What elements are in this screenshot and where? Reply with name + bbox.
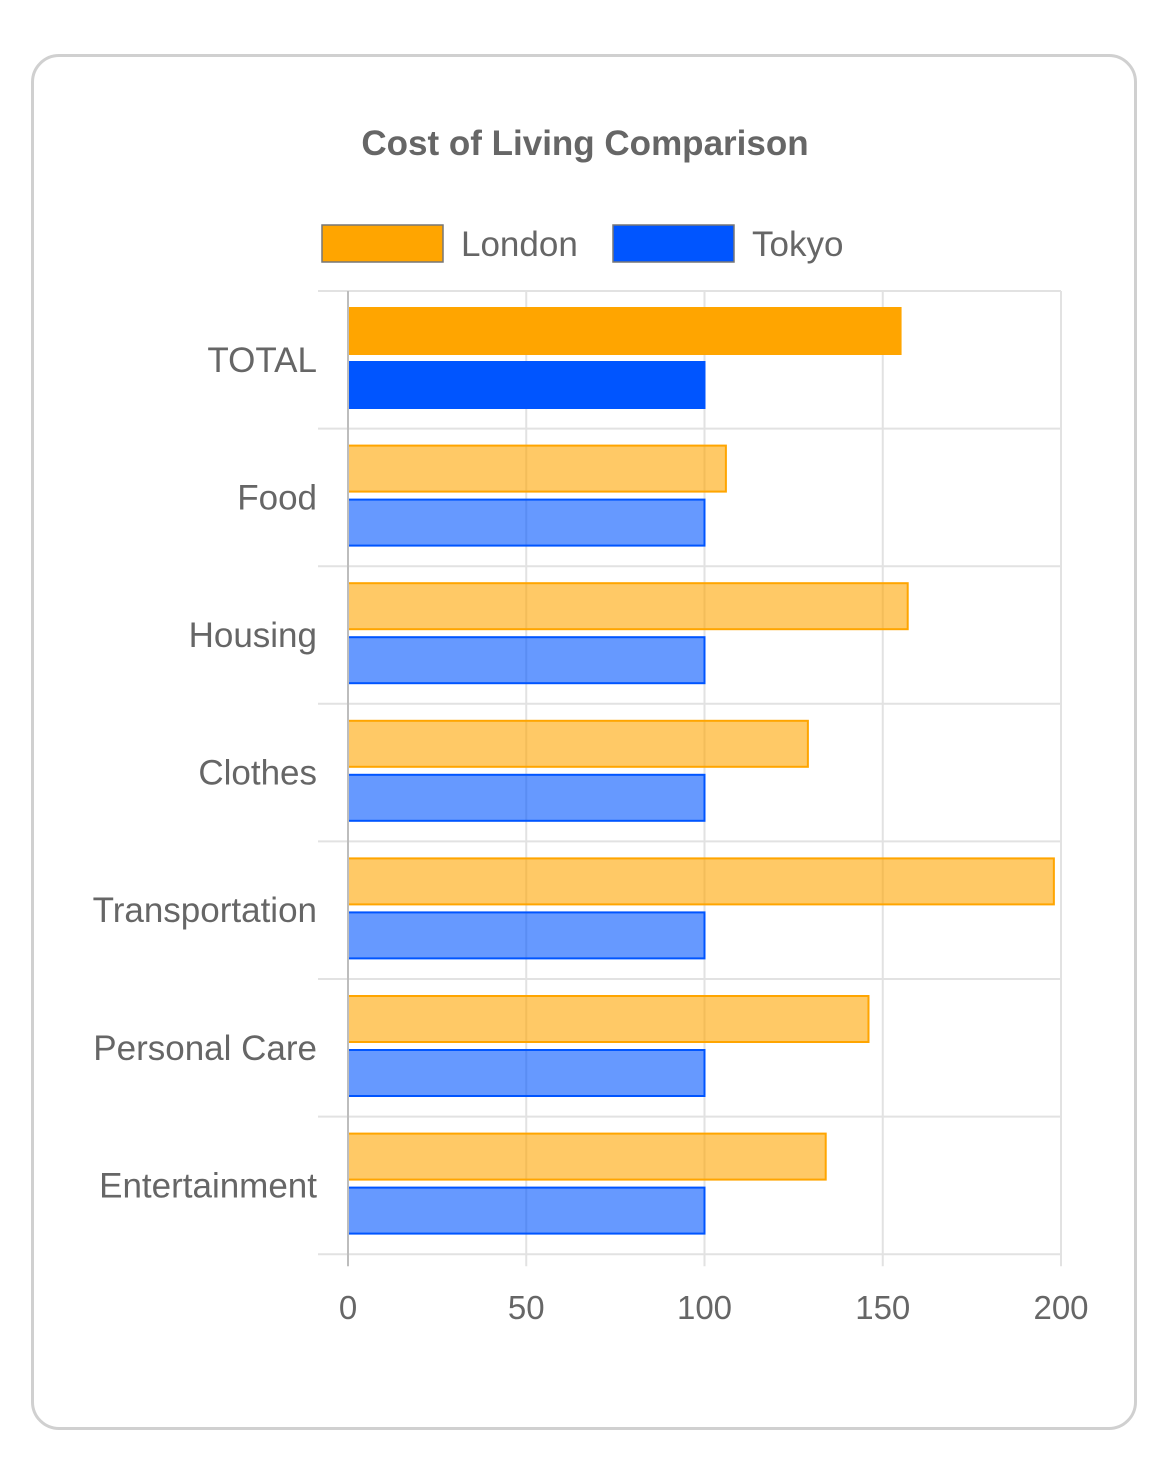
category-label: Housing bbox=[189, 616, 317, 655]
x-tick-label: 50 bbox=[508, 1289, 545, 1326]
x-tick-label: 100 bbox=[677, 1289, 732, 1326]
category-label: Clothes bbox=[198, 754, 317, 793]
legend-label-london: London bbox=[461, 225, 578, 264]
bar-tokyo bbox=[347, 1049, 706, 1097]
bar-tokyo bbox=[347, 636, 706, 685]
bar-tokyo bbox=[347, 361, 706, 409]
bar-tokyo bbox=[347, 1186, 706, 1235]
chart-title: Cost of Living Comparison bbox=[361, 124, 808, 163]
bar-tokyo bbox=[347, 498, 706, 547]
bar-london bbox=[347, 307, 902, 355]
bar-tokyo bbox=[347, 911, 706, 960]
legend-label-tokyo: Tokyo bbox=[752, 225, 843, 264]
bar-london bbox=[347, 857, 1055, 906]
bar-london bbox=[347, 719, 809, 768]
x-tick-label: 0 bbox=[339, 1289, 357, 1326]
legend-swatch-tokyo bbox=[612, 224, 735, 263]
legend: London Tokyo bbox=[321, 224, 843, 264]
category-label: Personal Care bbox=[93, 1029, 317, 1068]
category-label: Transportation bbox=[93, 891, 317, 930]
bar-london bbox=[347, 444, 727, 493]
x-tick-label: 150 bbox=[855, 1289, 910, 1326]
x-tick-label: 200 bbox=[1033, 1289, 1088, 1326]
axes: 0 50 100 150 200 TOTAL Food Housing Clothes Trans… bbox=[93, 291, 1089, 1326]
bar-london bbox=[347, 995, 870, 1043]
legend-swatch-london bbox=[321, 224, 444, 263]
category-label: Entertainment bbox=[99, 1166, 317, 1205]
bar-london bbox=[347, 1132, 827, 1181]
bars bbox=[347, 307, 1055, 1235]
bar-tokyo bbox=[347, 773, 706, 822]
category-label: TOTAL bbox=[207, 341, 317, 380]
bar-london bbox=[347, 582, 909, 631]
category-label: Food bbox=[237, 478, 317, 517]
